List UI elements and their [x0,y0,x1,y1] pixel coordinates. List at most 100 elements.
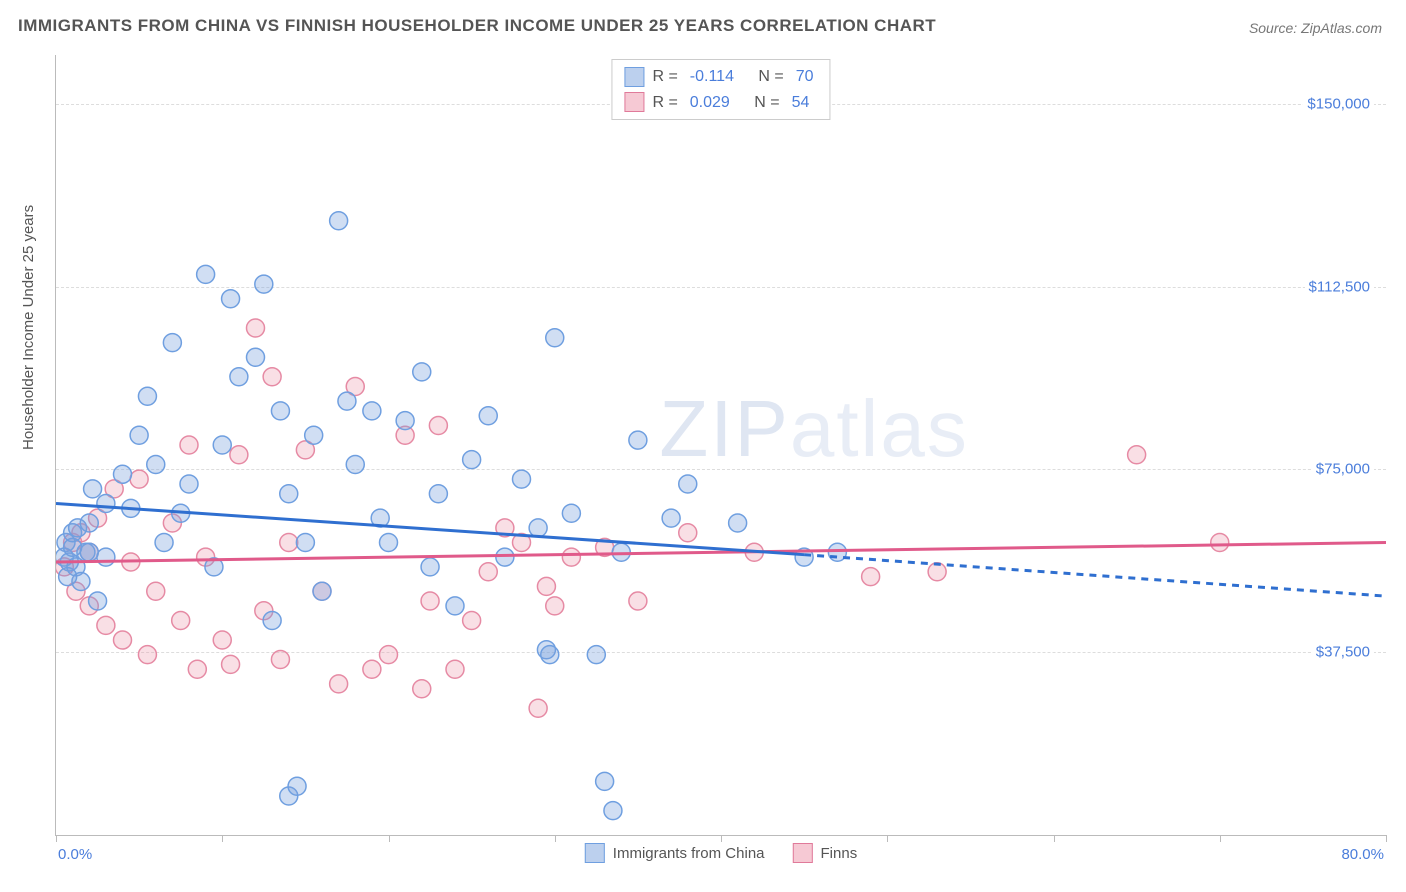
data-point [479,407,497,425]
r-label: R = [652,90,677,116]
data-point [147,582,165,600]
x-min-label: 0.0% [58,846,92,863]
data-point [313,582,331,600]
r-value-1: -0.114 [686,64,738,90]
data-point [155,534,173,552]
data-point [305,426,323,444]
data-point [446,597,464,615]
data-point [862,568,880,586]
legend-label-2: Finns [821,845,858,862]
stats-swatch-1 [624,67,644,87]
data-point [197,265,215,283]
data-point [230,446,248,464]
data-point [562,548,580,566]
data-point [679,524,697,542]
data-point [380,534,398,552]
stats-swatch-2 [624,92,644,112]
data-point [1211,534,1229,552]
data-point [604,802,622,820]
data-point [130,470,148,488]
data-point [629,431,647,449]
data-point [363,660,381,678]
data-point [338,392,356,410]
legend-swatch-2 [793,843,813,863]
data-point [97,616,115,634]
data-point [255,275,273,293]
xtick [56,835,57,842]
legend-item-1: Immigrants from China [585,843,765,863]
legend-swatch-1 [585,843,605,863]
data-point [413,363,431,381]
data-point [446,660,464,678]
data-point [729,514,747,532]
data-point [280,485,298,503]
data-point [429,417,447,435]
xtick [389,835,390,842]
data-point [138,387,156,405]
data-point [271,402,289,420]
n-value-1: 70 [792,64,818,90]
trend-line [56,543,1386,563]
xtick [1054,835,1055,842]
data-point [346,456,364,474]
data-point [546,329,564,347]
data-point [288,777,306,795]
data-point [529,699,547,717]
data-point [271,651,289,669]
data-point [380,646,398,664]
data-point [163,334,181,352]
data-point [80,514,98,532]
data-point [330,675,348,693]
chart-title: IMMIGRANTS FROM CHINA VS FINNISH HOUSEHO… [18,16,936,36]
xtick [222,835,223,842]
data-point [396,412,414,430]
data-point [296,534,314,552]
data-point [537,577,555,595]
data-point [330,212,348,230]
data-point [280,534,298,552]
data-point [587,646,605,664]
xtick [555,835,556,842]
chart-container: IMMIGRANTS FROM CHINA VS FINNISH HOUSEHO… [0,0,1406,892]
plot-svg [56,55,1386,835]
data-point [80,543,98,561]
data-point [421,592,439,610]
data-point [529,519,547,537]
data-point [413,680,431,698]
trend-line [804,555,1386,596]
data-point [263,612,281,630]
data-point [1128,446,1146,464]
plot-area: ZIPatlas $37,500$75,000$112,500$150,000 … [55,55,1386,836]
data-point [463,451,481,469]
data-point [662,509,680,527]
data-point [463,612,481,630]
data-point [596,772,614,790]
data-point [629,592,647,610]
data-point [180,475,198,493]
r-value-2: 0.029 [686,90,734,116]
x-max-label: 80.0% [1341,846,1384,863]
data-point [188,660,206,678]
data-point [247,319,265,337]
data-point [114,465,132,483]
data-point [541,646,559,664]
data-point [89,592,107,610]
data-point [97,495,115,513]
legend-item-2: Finns [793,843,858,863]
xtick [1220,835,1221,842]
data-point [562,504,580,522]
legend-label-1: Immigrants from China [613,845,765,862]
r-label: R = [652,64,677,90]
data-point [421,558,439,576]
data-point [263,368,281,386]
data-point [429,485,447,503]
y-axis-label: Householder Income Under 25 years [20,205,37,450]
data-point [84,480,102,498]
xtick [887,835,888,842]
data-point [213,436,231,454]
data-point [513,470,531,488]
source-attribution: Source: ZipAtlas.com [1249,20,1382,36]
bottom-legend: Immigrants from China Finns [585,843,857,863]
n-value-2: 54 [788,90,814,116]
data-point [247,348,265,366]
